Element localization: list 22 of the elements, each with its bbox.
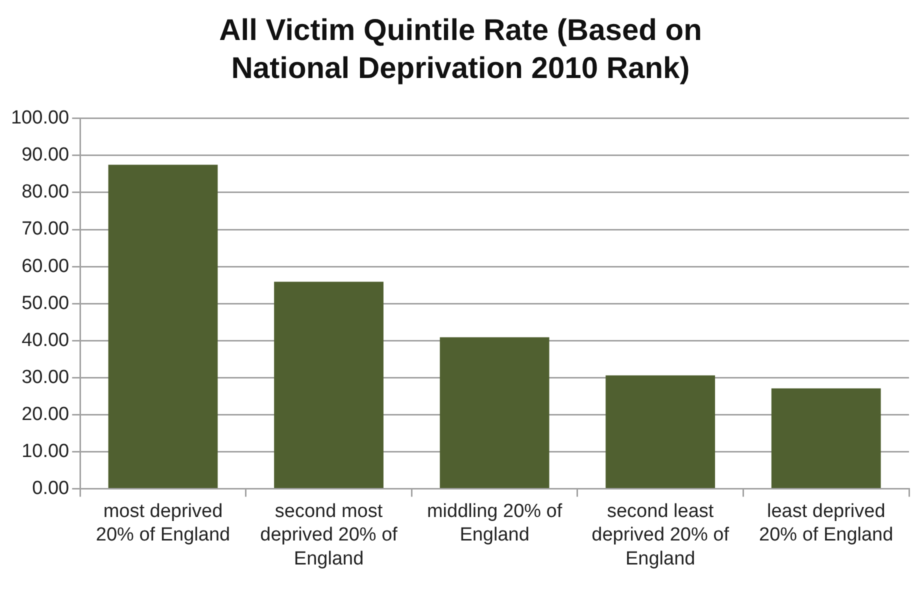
chart-title: All Victim Quintile Rate (Based on National Deprivation 2010 Rank) xyxy=(218,13,703,87)
bar xyxy=(274,282,384,488)
y-tick-label: 20.00 xyxy=(22,404,70,425)
x-tick-label: second least deprived 20% of England xyxy=(592,500,730,570)
y-tick-label: 40.00 xyxy=(22,330,70,351)
x-tick-label: middling 20% of England xyxy=(426,500,563,546)
x-tick-label: second most deprived 20% of England xyxy=(260,500,398,570)
y-tick-label: 10.00 xyxy=(22,440,70,462)
y-tick-label: 80.00 xyxy=(22,182,70,203)
bar xyxy=(108,164,218,488)
y-tick-label: 30.00 xyxy=(22,366,70,388)
bar xyxy=(771,388,881,488)
x-tick-label: most deprived 20% of England xyxy=(96,500,230,546)
bar xyxy=(440,337,550,488)
y-tick-label: 90.00 xyxy=(22,144,70,166)
y-tick-label: 0.00 xyxy=(32,478,70,499)
y-tick-label: 50.00 xyxy=(22,292,70,314)
bar xyxy=(606,375,716,488)
y-tick-label: 100.00 xyxy=(10,108,70,129)
x-tick-label: least deprived 20% of England xyxy=(759,500,894,546)
y-tick-label: 70.00 xyxy=(22,218,70,240)
y-tick-label: 60.00 xyxy=(22,256,70,277)
